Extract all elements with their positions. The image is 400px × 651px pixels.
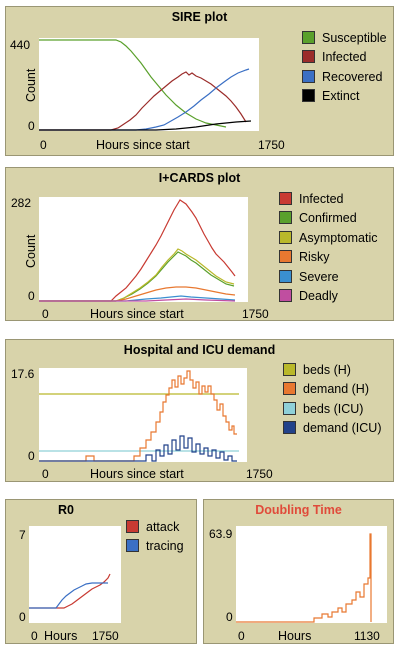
legend-swatch — [283, 421, 296, 434]
icards-plot-graph: 282 0 Count 0 Hours since start 1750 — [11, 196, 269, 321]
legend-swatch — [283, 382, 296, 395]
sire-plot-title: SIRE plot — [171, 10, 228, 24]
r0-plot-panel: R0 7 0 0 Hours 1750 attack tracing — [5, 499, 197, 644]
sire-plot-graph: 440 0 Count 0 Hours since start 1750 — [10, 38, 285, 152]
icards-plot-panel: I+CARDS plot 282 0 Count 0 Hours since s… — [5, 167, 394, 321]
icards-legend: Infected Confirmed Asymptomatic Risky Se… — [279, 191, 393, 311]
hospital-plot-panel: Hospital and ICU demand 17.6 0 0 Hours s… — [5, 339, 394, 482]
icards-series-severe — [39, 295, 236, 302]
legend-swatch — [279, 250, 292, 263]
hospital-x-max: 1750 — [246, 467, 273, 481]
doubling-plot-area — [236, 526, 387, 623]
hospital-y-max: 17.6 — [11, 367, 35, 381]
sire-plot-panel: SIRE plot 440 0 Count 0 Hours since star… — [5, 6, 394, 156]
sire-x-max: 1750 — [258, 138, 285, 152]
hospital-series-demand-icu — [39, 435, 237, 462]
doubling-plot-graph: 63.9 0 0 Hours 1130 — [209, 526, 387, 643]
doubling-y-min: 0 — [226, 610, 233, 624]
hospital-plot-graph: 17.6 0 0 Hours since start 1750 — [11, 367, 273, 481]
sire-series-extinct — [39, 120, 252, 131]
icards-plot-title: I+CARDS plot — [158, 171, 241, 185]
hospital-x-min: 0 — [42, 467, 49, 481]
icards-series-confirmed — [39, 251, 235, 302]
legend-swatch — [279, 192, 292, 205]
hospital-legend: beds (H) demand (H) beds (ICU) demand (I… — [283, 362, 393, 442]
sire-plot-area — [39, 38, 259, 131]
sire-y-label: Count — [24, 68, 38, 102]
hospital-y-min: 0 — [28, 449, 35, 463]
sire-series-susceptible — [39, 39, 227, 128]
r0-plot-title: R0 — [58, 503, 74, 517]
doubling-y-max: 63.9 — [209, 527, 233, 541]
icards-series-deadly — [39, 298, 236, 302]
legend-swatch — [126, 520, 139, 533]
r0-x-max: 1750 — [92, 629, 119, 643]
doubling-x-min: 0 — [238, 629, 245, 643]
legend-swatch — [279, 231, 292, 244]
doubling-x-label: Hours — [278, 629, 311, 643]
legend-swatch — [279, 270, 292, 283]
legend-swatch — [283, 363, 296, 376]
legend-swatch — [302, 31, 315, 44]
legend-swatch — [126, 539, 139, 552]
hospital-series-demand-h — [39, 370, 237, 462]
icards-y-min: 0 — [28, 289, 35, 303]
icards-series-risky — [39, 286, 236, 302]
icards-series-infected — [39, 199, 236, 302]
r0-plot-area — [29, 526, 121, 623]
icards-x-label: Hours since start — [90, 307, 184, 321]
legend-swatch — [279, 211, 292, 224]
r0-plot-graph: 7 0 0 Hours 1750 — [19, 526, 121, 643]
sire-x-min: 0 — [40, 138, 47, 152]
icards-x-min: 0 — [42, 307, 49, 321]
legend-swatch — [279, 289, 292, 302]
hospital-plot-title: Hospital and ICU demand — [123, 343, 276, 357]
r0-y-max: 7 — [19, 528, 26, 542]
icards-series-asymptomatic — [39, 248, 235, 302]
r0-y-min: 0 — [19, 610, 26, 624]
legend-swatch — [302, 50, 315, 63]
sire-y-min: 0 — [28, 119, 35, 133]
legend-swatch — [302, 89, 315, 102]
r0-legend: attack tracing — [126, 519, 196, 559]
r0-x-min: 0 — [31, 629, 38, 643]
sire-series-infected — [39, 71, 247, 131]
sire-x-label: Hours since start — [96, 138, 190, 152]
hospital-x-label: Hours since start — [90, 467, 184, 481]
doubling-plot-title: Doubling Time — [255, 503, 342, 517]
doubling-x-max: 1130 — [354, 629, 380, 643]
icards-y-label: Count — [24, 234, 38, 268]
legend-swatch — [302, 70, 315, 83]
icards-x-max: 1750 — [242, 307, 269, 321]
r0-series-tracing — [29, 582, 108, 609]
icards-y-max: 282 — [11, 196, 31, 210]
sire-series-recovered — [39, 68, 250, 131]
legend-swatch — [283, 402, 296, 415]
doubling-series — [236, 533, 372, 623]
sire-y-max: 440 — [10, 38, 30, 52]
sire-legend: Susceptible Infected Recovered Extinct — [302, 30, 394, 110]
doubling-plot-panel: Doubling Time 63.9 0 0 Hours 1130 — [203, 499, 394, 644]
r0-x-label: Hours — [44, 629, 77, 643]
hospital-plot-area — [39, 368, 247, 462]
